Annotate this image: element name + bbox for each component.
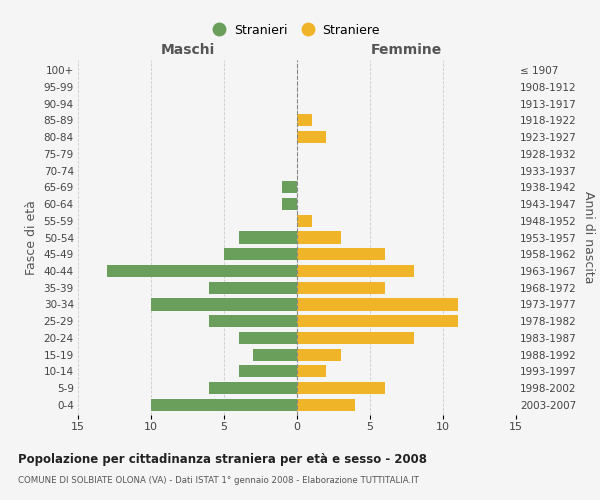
Bar	[239, 232, 297, 243]
Bar	[297, 248, 385, 260]
Bar	[297, 332, 414, 344]
Bar	[253, 348, 297, 360]
Bar	[297, 348, 341, 360]
Bar	[297, 214, 311, 227]
Text: Popolazione per cittadinanza straniera per età e sesso - 2008: Popolazione per cittadinanza straniera p…	[18, 452, 427, 466]
Bar	[297, 282, 385, 294]
Bar	[297, 298, 458, 310]
Text: COMUNE DI SOLBIATE OLONA (VA) - Dati ISTAT 1° gennaio 2008 - Elaborazione TUTTIT: COMUNE DI SOLBIATE OLONA (VA) - Dati IST…	[18, 476, 419, 485]
Bar	[297, 265, 414, 277]
Bar	[151, 399, 297, 411]
Text: Femmine: Femmine	[371, 42, 442, 56]
Bar	[209, 315, 297, 328]
Y-axis label: Fasce di età: Fasce di età	[25, 200, 38, 275]
Legend: Stranieri, Straniere: Stranieri, Straniere	[210, 20, 384, 40]
Bar	[297, 131, 326, 143]
Bar	[283, 198, 297, 210]
Bar	[297, 232, 341, 243]
Text: Maschi: Maschi	[160, 42, 215, 56]
Bar	[224, 248, 297, 260]
Bar	[239, 332, 297, 344]
Bar	[297, 382, 385, 394]
Bar	[209, 282, 297, 294]
Bar	[297, 114, 311, 126]
Bar	[107, 265, 297, 277]
Y-axis label: Anni di nascita: Anni di nascita	[583, 191, 595, 284]
Bar	[297, 315, 458, 328]
Bar	[297, 366, 326, 378]
Bar	[239, 366, 297, 378]
Bar	[297, 399, 355, 411]
Bar	[283, 181, 297, 194]
Bar	[151, 298, 297, 310]
Bar	[209, 382, 297, 394]
